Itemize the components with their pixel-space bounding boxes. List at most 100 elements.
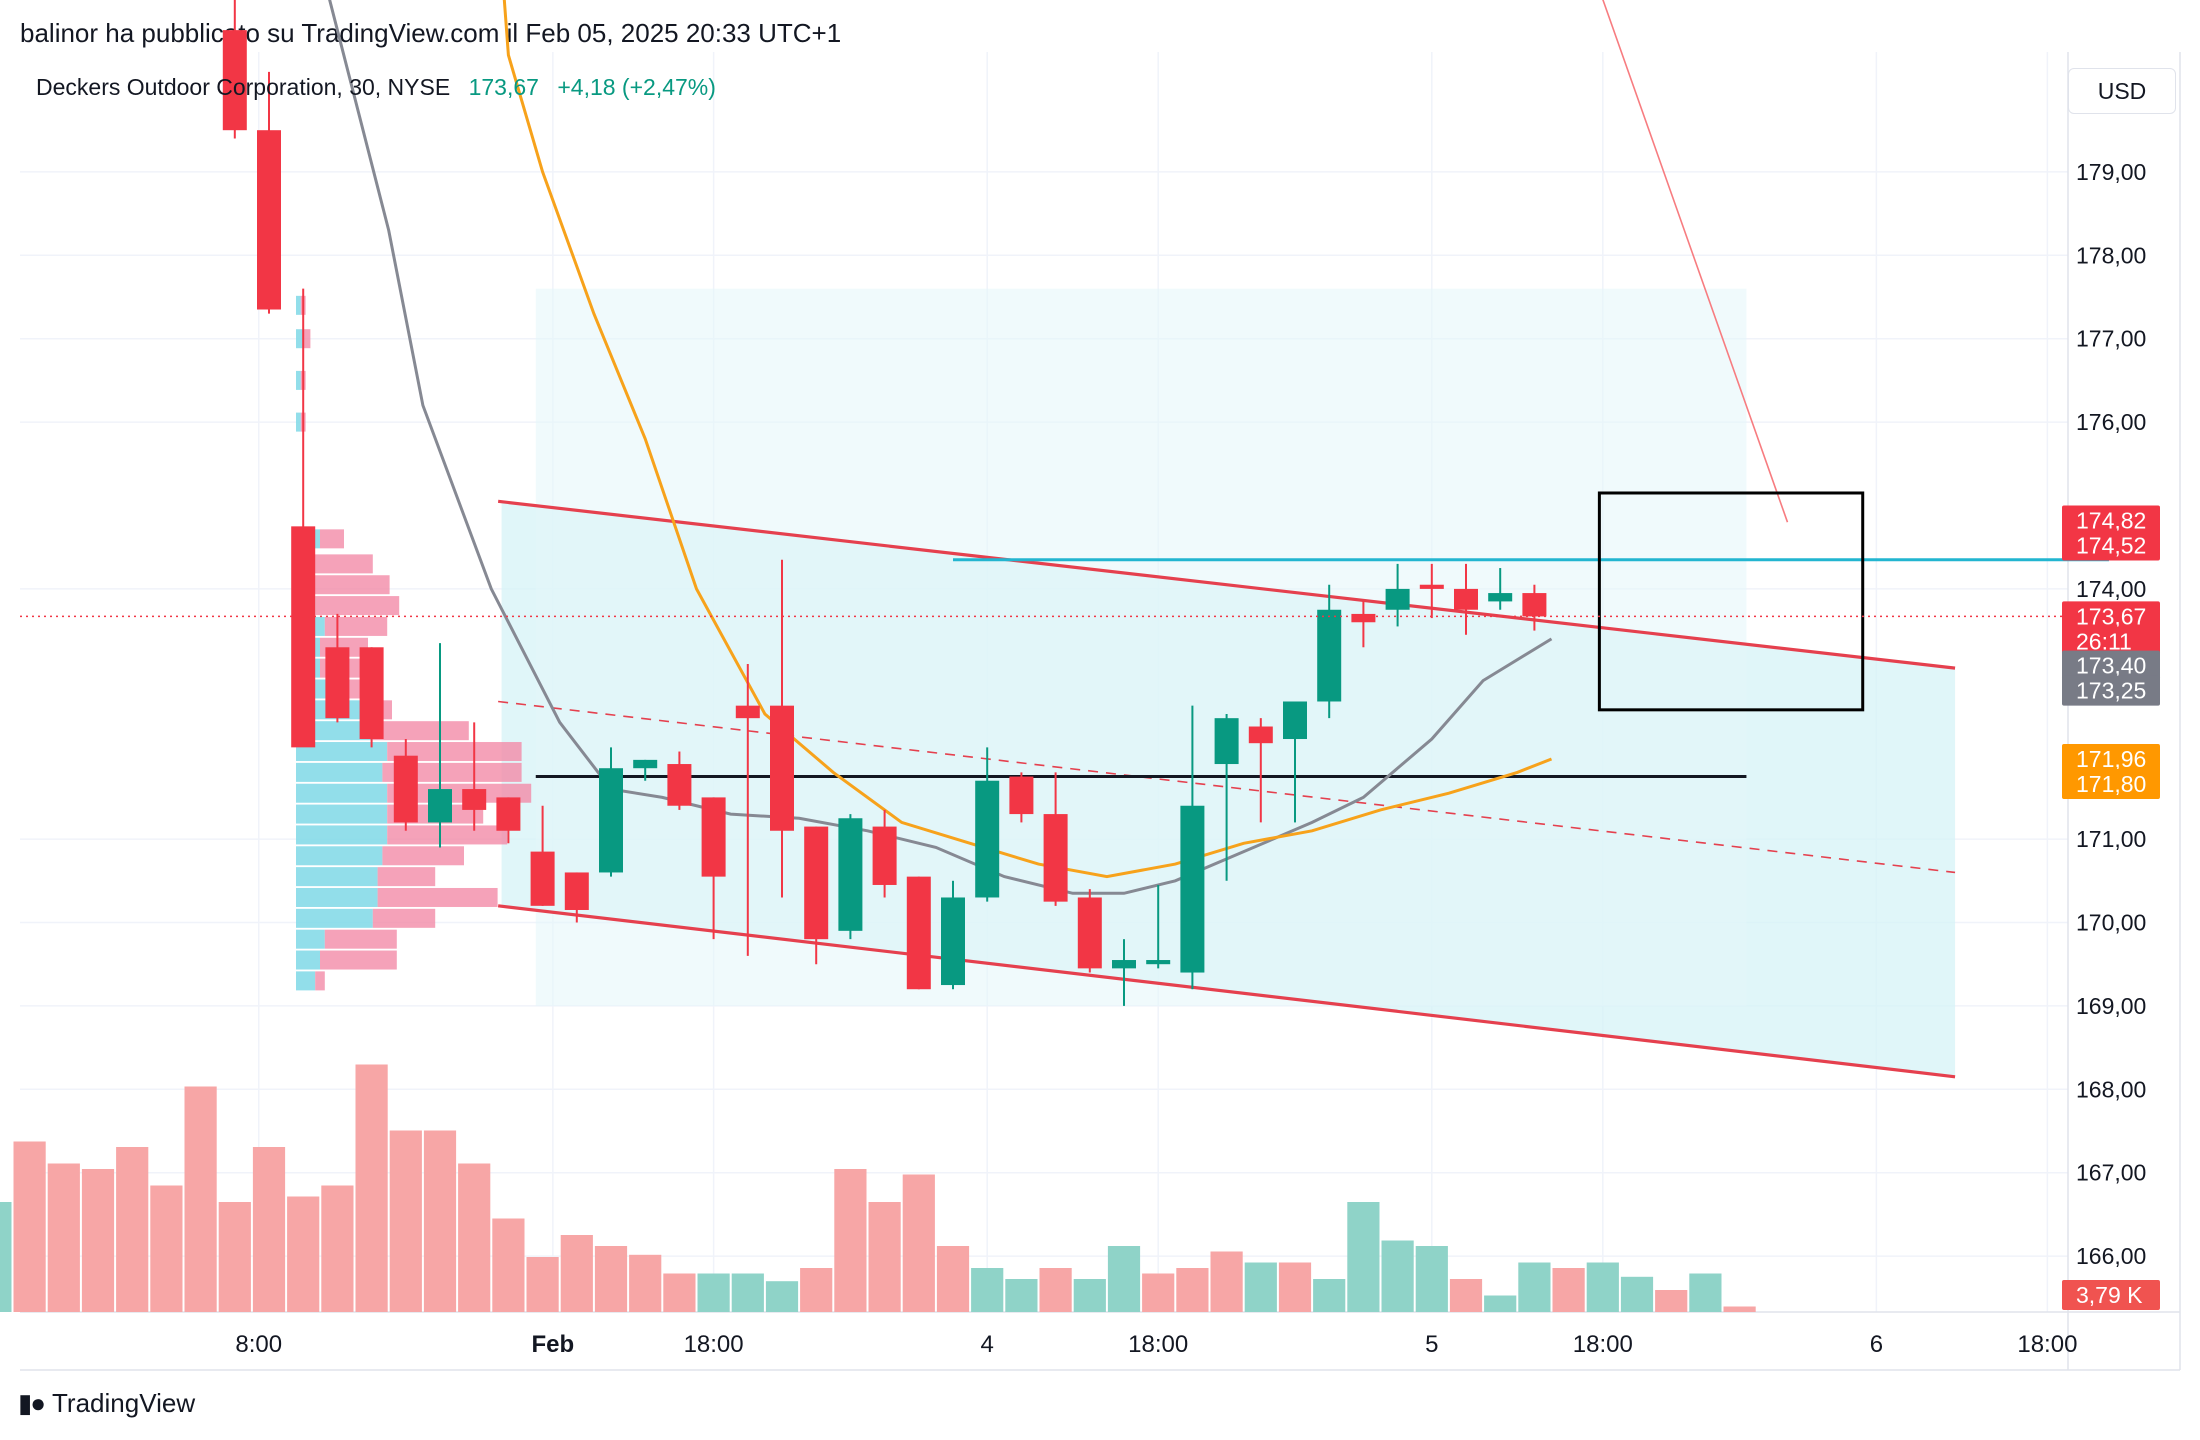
- drawings[interactable]: [497, 0, 2109, 1079]
- price-label-badge: [2062, 675, 2160, 706]
- candle: [1009, 772, 1034, 823]
- price-label-badge: [2062, 601, 2160, 632]
- volume-bar: [629, 1254, 662, 1312]
- volume-bar: [116, 1147, 149, 1312]
- candle: [257, 71, 281, 314]
- volume-bar: [1107, 1246, 1141, 1312]
- candle: [428, 643, 452, 848]
- ema-gray-line: [328, 0, 1553, 895]
- volume-profile-down: [377, 887, 498, 907]
- volume-bar: [355, 1064, 388, 1312]
- candle-body: [975, 780, 1000, 898]
- candle: [1488, 568, 1513, 610]
- candle-body: [1454, 588, 1478, 610]
- volume-bar: [1278, 1262, 1312, 1312]
- candle: [1419, 563, 1444, 619]
- time-tick-label: 18:00: [684, 1331, 744, 1358]
- candle-body: [291, 526, 316, 748]
- time-tick-label: 18:00: [2017, 1331, 2077, 1358]
- trend-line: [1602, 0, 1789, 523]
- volume-bar: [81, 1169, 115, 1312]
- candle-body: [393, 755, 418, 823]
- volume-bar: [1655, 1290, 1688, 1312]
- volume-profile-up: [296, 742, 388, 762]
- candle-body: [838, 818, 863, 931]
- volume-bar: [1244, 1262, 1277, 1312]
- volume-label-text: 3,79 K: [2076, 1282, 2143, 1308]
- volume-profile-down: [315, 971, 325, 991]
- volume-bar: [1381, 1240, 1414, 1312]
- volume-bar: [1586, 1262, 1619, 1312]
- volume-profile-down: [312, 575, 390, 595]
- candle: [1077, 889, 1102, 973]
- volume-bar: [458, 1163, 491, 1312]
- candle: [735, 663, 760, 956]
- volume-bar: [1210, 1251, 1243, 1312]
- tradingview-brand[interactable]: ▮● TradingView: [18, 1388, 195, 1419]
- candle: [701, 797, 726, 940]
- volume-bar: [560, 1235, 593, 1312]
- volume-profile-up: [296, 783, 388, 803]
- volume-bar: [287, 1196, 320, 1312]
- candle-body: [906, 876, 931, 990]
- candle-body: [530, 851, 555, 906]
- candle: [667, 751, 692, 810]
- volume-bar: [1552, 1268, 1585, 1312]
- candles[interactable]: [222, 0, 1547, 1006]
- volume-profile-up: [296, 412, 301, 432]
- price-label-text: 173,40: [2076, 653, 2146, 679]
- price-label-text: 26:11: [2076, 628, 2132, 654]
- range-zone: [535, 288, 1747, 1006]
- candle: [1283, 701, 1307, 823]
- currency-button[interactable]: USD: [2068, 68, 2176, 114]
- volume-bar: [0, 1202, 12, 1312]
- time-tick-label: 18:00: [1573, 1331, 1633, 1358]
- price-axis[interactable]: 166,00 167,00 168,00 169,00 170,00 171,00 174,…: [2062, 159, 2160, 1310]
- volume-bar: [800, 1268, 833, 1312]
- volume-bar: [1142, 1273, 1175, 1312]
- channel-upper-line: [497, 499, 1956, 670]
- candle-body: [1351, 613, 1376, 623]
- candle: [770, 559, 794, 898]
- price-label-badge: [2062, 530, 2160, 561]
- symbol-legend[interactable]: Deckers Outdoor Corporation, 30, NYSE 17…: [36, 74, 716, 101]
- volume-label-badge: [2062, 1280, 2160, 1310]
- time-tick-label: 8:00: [235, 1331, 282, 1358]
- volume-bar: [252, 1147, 286, 1312]
- candle: [325, 613, 350, 723]
- price-label-text: 174,52: [2076, 533, 2146, 559]
- candle-body: [1317, 609, 1342, 702]
- candle: [804, 826, 829, 965]
- price-tick-label: 177,00: [2076, 326, 2146, 352]
- volume-profile-up: [296, 950, 320, 970]
- candle-body: [770, 705, 794, 831]
- candle-body: [1214, 718, 1239, 765]
- candle: [564, 872, 589, 923]
- volume-bar: [1484, 1295, 1517, 1312]
- candle: [599, 747, 623, 877]
- candle-body: [804, 826, 829, 940]
- volume-bar: [765, 1281, 799, 1312]
- volume-profile-up: [296, 908, 373, 928]
- candle-body: [222, 30, 247, 131]
- symbol-price: 173,67: [468, 74, 539, 100]
- volume-bar: [1313, 1279, 1346, 1312]
- volume-profile-up: [296, 846, 383, 866]
- candle: [496, 797, 521, 844]
- volume-profile-down: [382, 846, 464, 866]
- candle: [393, 739, 418, 831]
- price-label-text: 174,82: [2076, 508, 2146, 534]
- volume-profile-up: [296, 762, 383, 782]
- time-tick-label: 5: [1425, 1331, 1438, 1358]
- candle: [1248, 718, 1273, 823]
- volume-bar: [1073, 1279, 1106, 1312]
- price-tick-label: 166,00: [2076, 1243, 2146, 1269]
- candle-body: [1283, 701, 1307, 740]
- price-tick-label: 174,00: [2076, 576, 2146, 602]
- price-tick-label: 170,00: [2076, 910, 2146, 936]
- volume-bar: [1005, 1279, 1038, 1312]
- candle-body: [599, 768, 623, 873]
- candle: [1146, 884, 1171, 969]
